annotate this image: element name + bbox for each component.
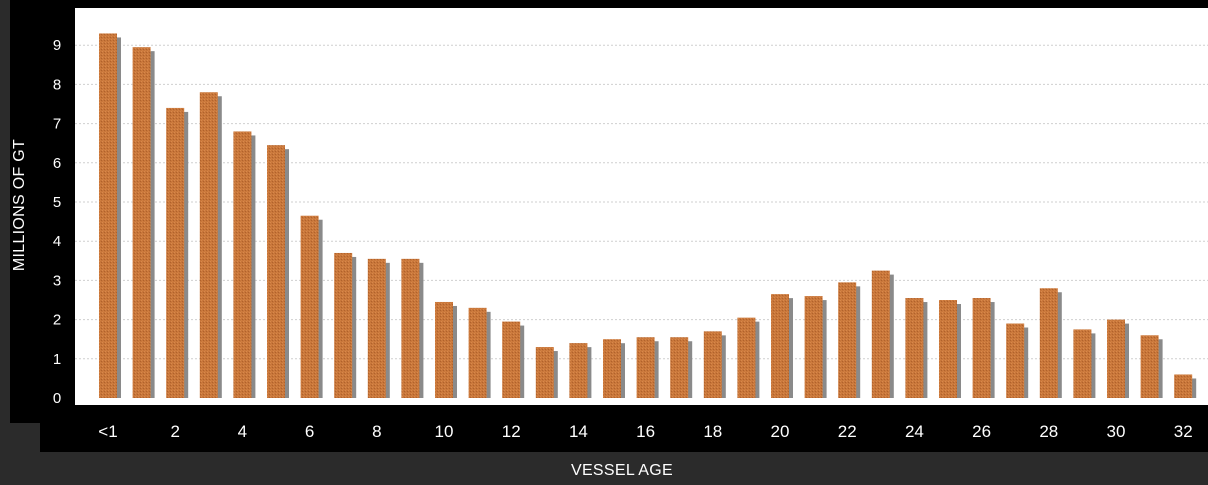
bar-14: [569, 343, 588, 398]
x-tick-label: 12: [502, 422, 521, 441]
bar-7: [334, 252, 353, 398]
y-tick-label: 9: [53, 37, 61, 54]
bar-18: [703, 331, 722, 398]
x-tick-label: 24: [905, 422, 924, 441]
y-tick-label: 1: [53, 351, 61, 368]
x-tick-label: 16: [636, 422, 655, 441]
bar-2: [166, 107, 185, 399]
y-tick-labels: 0 1 2 3 4 5 6 7 8 9: [53, 37, 61, 407]
bar-3: [199, 92, 218, 399]
bar-21: [804, 296, 823, 398]
x-tick-label: 32: [1174, 422, 1193, 441]
bar-<1: [99, 33, 117, 398]
top-frame: [10, 0, 1208, 8]
bar-4: [233, 131, 252, 398]
x-tick-label: 4: [238, 422, 247, 441]
x-tick-label: 2: [170, 422, 179, 441]
y-tick-label: 0: [53, 390, 61, 407]
bar-30: [1107, 319, 1125, 398]
x-tick-label: 26: [972, 422, 991, 441]
y-tick-label: 7: [53, 116, 61, 133]
bar-8: [367, 258, 386, 398]
y-tick-label: 6: [53, 155, 61, 172]
x-tick-label: 20: [771, 422, 790, 441]
bar-26: [972, 298, 991, 398]
x-tick-label: <1: [98, 422, 117, 441]
x-tick-label: 30: [1107, 422, 1126, 441]
x-tick-label: 18: [703, 422, 722, 441]
x-tick-label: 28: [1039, 422, 1058, 441]
bar-19: [737, 317, 756, 398]
y-tick-label: 3: [53, 272, 61, 289]
x-tick-label: 6: [305, 422, 314, 441]
y-tick-label: 8: [53, 76, 61, 93]
bar-28: [1039, 288, 1058, 398]
bar-11: [468, 307, 487, 398]
x-tick-label: 10: [435, 422, 454, 441]
y-tick-label: 2: [53, 312, 61, 329]
bar-17: [670, 337, 689, 398]
bar-23: [871, 270, 890, 398]
x-tick-label: 22: [838, 422, 857, 441]
y-axis-title: MILLIONS OF GT: [11, 139, 28, 271]
x-axis-frame: [40, 405, 1208, 452]
bar-16: [636, 337, 655, 398]
bar-1: [132, 47, 151, 398]
bar-27: [1006, 323, 1025, 398]
x-axis-title: VESSEL AGE: [571, 462, 673, 479]
bar-5: [267, 145, 285, 398]
bar-29: [1073, 329, 1092, 398]
x-tick-labels: <1 2 4 6 8 10 12 14 16 18 20 22 24 26 28 30 32: [98, 422, 1192, 441]
bar-10: [435, 301, 453, 398]
bars: [99, 33, 1197, 399]
bar-6: [300, 215, 319, 398]
bar-9: [401, 258, 420, 398]
y-tick-label: 5: [53, 194, 61, 211]
x-tick-label: 14: [569, 422, 588, 441]
bar-25: [939, 300, 957, 398]
bar-31: [1140, 335, 1159, 398]
bar-22: [838, 282, 857, 398]
bar-13: [535, 347, 554, 398]
y-axis-frame: [10, 0, 75, 423]
bar-20: [771, 294, 789, 398]
bar-12: [502, 321, 521, 398]
bar-24: [905, 298, 924, 398]
x-tick-label: 8: [372, 422, 381, 441]
bar-15: [603, 339, 621, 398]
bar-32: [1174, 374, 1193, 398]
y-tick-label: 4: [53, 233, 61, 250]
